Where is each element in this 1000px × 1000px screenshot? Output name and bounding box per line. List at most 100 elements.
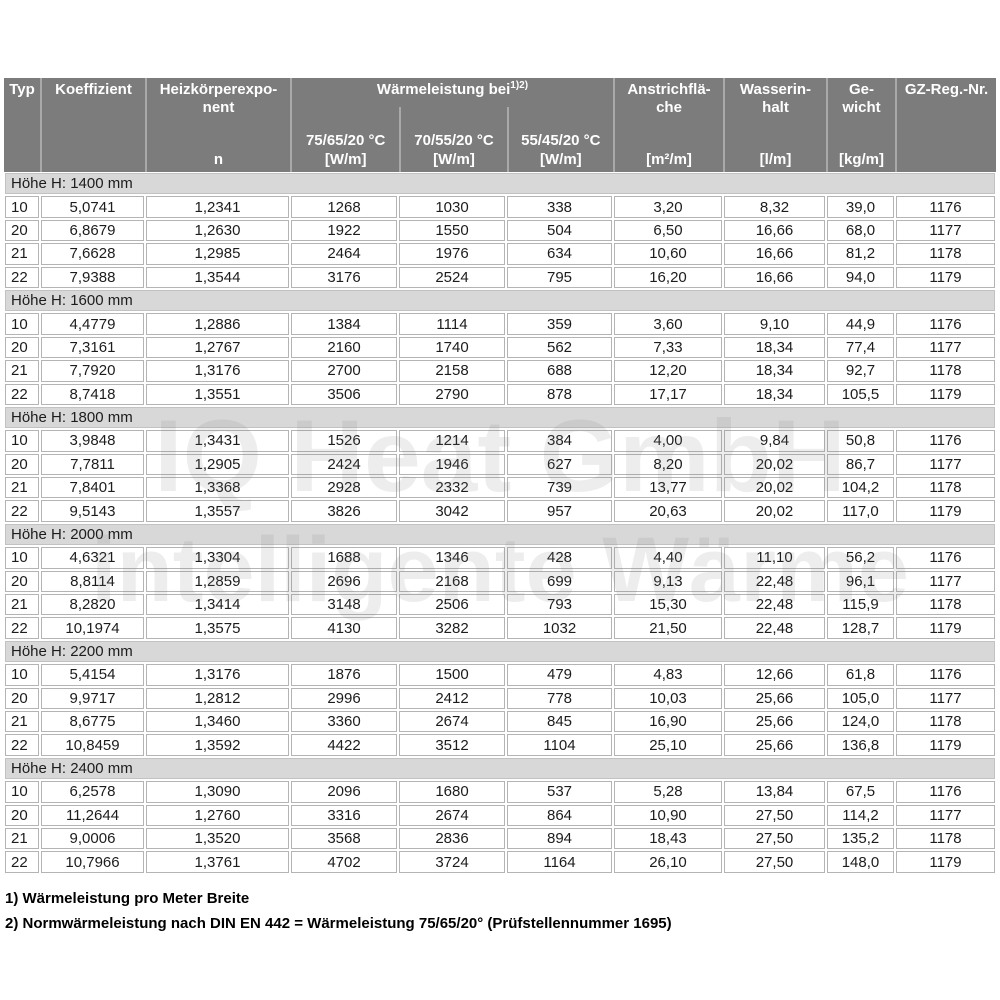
cell-value: 10,1974 <box>41 617 144 639</box>
cell-value: 359 <box>507 313 612 335</box>
cell-value: 20,02 <box>724 500 825 522</box>
cell-value: 20,02 <box>724 477 825 499</box>
cell-value: 1,2812 <box>146 687 289 709</box>
cell-value: 537 <box>507 781 612 803</box>
cell-value: 26,10 <box>614 851 722 873</box>
cell-value: 10,03 <box>614 687 722 709</box>
cell-value: 1268 <box>291 196 397 218</box>
radiator-spec-table: Typ Koeffizient Heizkörperexpo- nent n W… <box>4 78 996 874</box>
cell-value: 56,2 <box>827 547 894 569</box>
cell-value: 25,10 <box>614 734 722 756</box>
cell-value: 4130 <box>291 617 397 639</box>
cell-value: 9,84 <box>724 430 825 452</box>
cell-value: 1176 <box>896 196 995 218</box>
cell-value: 27,50 <box>724 827 825 850</box>
cell-value: 1946 <box>399 453 505 476</box>
cell-value: 9,10 <box>724 313 825 335</box>
cell-value: 3176 <box>291 266 397 288</box>
cell-value: 894 <box>507 827 612 850</box>
cell-value: 3512 <box>399 734 505 756</box>
cell-value: 3282 <box>399 617 505 639</box>
cell-value: 2506 <box>399 594 505 616</box>
footnotes: 1) Wärmeleistung pro Meter Breite 2) Nor… <box>5 886 672 936</box>
cell-value: 39,0 <box>827 196 894 218</box>
cell-typ: 20 <box>5 453 39 476</box>
cell-value: 11,10 <box>724 547 825 569</box>
cell-value: 1,3304 <box>146 547 289 569</box>
col-header-wasserinhalt: Wasserin- halt [l/m] <box>723 78 826 172</box>
cell-value: 22,48 <box>724 617 825 639</box>
exponent-symbol: n <box>213 151 224 168</box>
cell-value: 10,7966 <box>41 851 144 873</box>
waermeleistung-title: Wärmeleistung bei1)2) <box>376 80 529 99</box>
cell-value: 2700 <box>291 360 397 382</box>
cell-value: 21,50 <box>614 617 722 639</box>
cell-value: 115,9 <box>827 594 894 616</box>
cell-value: 22,48 <box>724 570 825 593</box>
cell-value: 8,32 <box>724 196 825 218</box>
cell-typ: 20 <box>5 336 39 359</box>
cell-value: 16,20 <box>614 266 722 288</box>
cell-typ: 22 <box>5 500 39 522</box>
cell-typ: 10 <box>5 781 39 803</box>
cell-value: 1179 <box>896 383 995 405</box>
cell-value: 13,84 <box>724 781 825 803</box>
cell-typ: 21 <box>5 243 39 265</box>
col-header-gz-reg-nr: GZ-Reg.-Nr. <box>895 78 996 172</box>
cell-value: 1179 <box>896 500 995 522</box>
cell-value: 1688 <box>291 547 397 569</box>
cell-value: 4702 <box>291 851 397 873</box>
cell-value: 1,3761 <box>146 851 289 873</box>
cell-value: 20,63 <box>614 500 722 522</box>
section-title: Höhe H: 2200 mm <box>5 640 995 663</box>
section-title: Höhe H: 1400 mm <box>5 173 995 195</box>
cell-value: 479 <box>507 664 612 686</box>
cell-value: 504 <box>507 219 612 242</box>
cell-value: 5,4154 <box>41 664 144 686</box>
cell-value: 793 <box>507 594 612 616</box>
cell-value: 27,50 <box>724 804 825 826</box>
cell-value: 1178 <box>896 243 995 265</box>
cell-value: 1,2905 <box>146 453 289 476</box>
footnote-1: 1) Wärmeleistung pro Meter Breite <box>5 890 250 907</box>
cell-value: 16,66 <box>724 243 825 265</box>
cell-value: 1177 <box>896 687 995 709</box>
cell-value: 7,7920 <box>41 360 144 382</box>
cell-value: 1,3414 <box>146 594 289 616</box>
cell-value: 878 <box>507 383 612 405</box>
cell-value: 61,8 <box>827 664 894 686</box>
cell-value: 148,0 <box>827 851 894 873</box>
subcol-75-65-20: 75/65/20 °C [W/m] <box>305 132 386 168</box>
cell-value: 2928 <box>291 477 397 499</box>
cell-value: 1384 <box>291 313 397 335</box>
col-header-heizkoerperexponent: Heizkörperexpo- nent n <box>145 78 290 172</box>
cell-value: 1179 <box>896 851 995 873</box>
cell-value: 2996 <box>291 687 397 709</box>
cell-value: 4422 <box>291 734 397 756</box>
cell-value: 3360 <box>291 710 397 733</box>
cell-value: 688 <box>507 360 612 382</box>
cell-value: 1114 <box>399 313 505 335</box>
cell-value: 7,9388 <box>41 266 144 288</box>
cell-value: 1179 <box>896 734 995 756</box>
cell-value: 25,66 <box>724 710 825 733</box>
cell-value: 1,2767 <box>146 336 289 359</box>
subcol-70-55-20: 70/55/20 °C [W/m] <box>399 107 506 172</box>
cell-value: 92,7 <box>827 360 894 382</box>
cell-value: 1,2760 <box>146 804 289 826</box>
subcol-55-45-20: 55/45/20 °C [W/m] <box>506 107 613 172</box>
cell-value: 16,66 <box>724 219 825 242</box>
cell-value: 18,34 <box>724 336 825 359</box>
cell-value: 6,50 <box>614 219 722 242</box>
cell-value: 1,3460 <box>146 710 289 733</box>
cell-value: 8,20 <box>614 453 722 476</box>
cell-value: 135,2 <box>827 827 894 850</box>
cell-value: 1178 <box>896 594 995 616</box>
cell-value: 68,0 <box>827 219 894 242</box>
cell-value: 105,5 <box>827 383 894 405</box>
cell-value: 1030 <box>399 196 505 218</box>
cell-value: 1104 <box>507 734 612 756</box>
cell-typ: 20 <box>5 804 39 826</box>
cell-value: 7,3161 <box>41 336 144 359</box>
cell-value: 6,8679 <box>41 219 144 242</box>
